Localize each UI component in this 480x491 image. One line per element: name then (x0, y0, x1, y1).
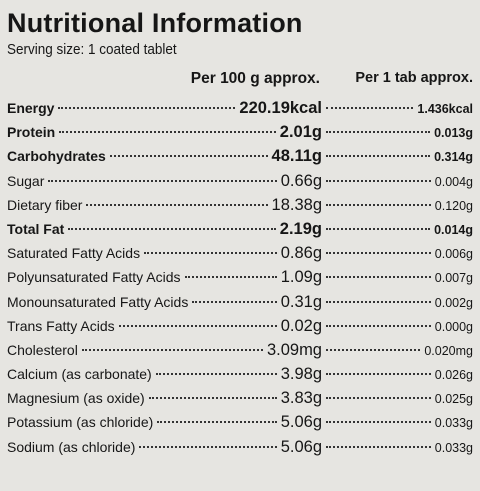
per-tab: 0.026g (434, 368, 473, 383)
per-100g: 18.38g (271, 195, 322, 214)
per-tab: 0.033g (434, 440, 473, 455)
row: Magnesium (as oxide) 3.83g 0.025g (7, 389, 473, 413)
per-100g: 220.19kcal (239, 99, 322, 117)
nutrient: Energy (7, 100, 55, 116)
row: Protein 2.01g 0.013g (7, 123, 473, 147)
nutrient: Polyunsaturated Fatty Acids (7, 269, 181, 286)
row: Potassium (as chloride) 5.06g 0.033g (7, 413, 473, 437)
per-tab: 0.033g (434, 416, 473, 431)
title: Nutritional Information (7, 8, 303, 38)
nutrient: Magnesium (as oxide) (7, 390, 145, 407)
per-100g: 0.86g (280, 244, 322, 263)
per-tab: 0.020mg (424, 343, 473, 358)
per-100g: 3.09mg (266, 340, 322, 359)
nutrient: Trans Fatty Acids (7, 317, 115, 334)
nutrient-rows: Energy 220.19kcal 1.436kcal Protein 2.01g 0.… (7, 99, 473, 462)
per-100g: 3.98g (280, 365, 322, 384)
row: Energy 220.19kcal 1.436kcal (7, 99, 473, 123)
nutrient: Potassium (as chloride) (7, 414, 154, 431)
per-100g: 1.09g (280, 268, 322, 287)
nutrient: Dietary fiber (7, 196, 83, 213)
per-100g: 0.02g (280, 316, 322, 335)
serving-size: Serving size: 1 coated tablet (7, 41, 177, 58)
row: Saturated Fatty Acids 0.86g 0.006g (7, 244, 473, 268)
row: Monounsaturated Fatty Acids 0.31g 0.002g (7, 293, 473, 317)
per-100g: 2.01g (279, 123, 322, 142)
row: Carbohydrates 48.11g 0.314g (7, 147, 473, 171)
row: Sodium (as chloride) 5.06g 0.033g (7, 438, 473, 462)
row: Trans Fatty Acids 0.02g 0.000g (7, 317, 473, 341)
nutrient: Sodium (as chloride) (7, 438, 136, 455)
per-tab: 0.025g (434, 392, 473, 407)
per-tab: 0.314g (434, 150, 473, 165)
nutrient: Carbohydrates (7, 148, 106, 165)
per-100g: 5.06g (280, 413, 322, 432)
nutrient: Sugar (7, 172, 45, 189)
row: Dietary fiber 18.38g 0.120g (7, 196, 473, 220)
per-tab: 0.007g (434, 271, 473, 286)
column-header: Per 1 tab approx. (355, 70, 473, 86)
per-tab: 0.004g (434, 174, 473, 189)
nutrient: Cholesterol (7, 341, 78, 358)
row: Sugar 0.66g 0.004g (7, 172, 473, 196)
per-tab: 0.000g (434, 319, 473, 334)
row: Cholesterol 3.09mg 0.020mg (7, 341, 473, 365)
per-100g: 5.06g (280, 437, 322, 456)
per-100g: 2.19g (279, 219, 322, 238)
per-100g: 48.11g (271, 147, 322, 166)
per-tab: 0.013g (434, 126, 473, 141)
per-100g: 3.83g (280, 389, 322, 408)
row: Calcium (as carbonate) 3.98g 0.026g (7, 365, 473, 389)
per-100g: 0.31g (280, 292, 322, 311)
nutrient: Saturated Fatty Acids (7, 245, 141, 262)
per-tab: 0.120g (434, 198, 473, 213)
row: Total Fat 2.19g 0.014g (7, 220, 473, 244)
row: Polyunsaturated Fatty Acids 1.09g 0.007g (7, 268, 473, 292)
per-tab: 0.006g (434, 247, 473, 262)
per-tab: 1.436kcal (417, 102, 473, 116)
per-tab: 0.014g (434, 222, 473, 237)
per-tab: 0.002g (434, 295, 473, 310)
nutrient: Monounsaturated Fatty Acids (7, 293, 189, 310)
nutrient: Protein (7, 124, 56, 141)
nutrient: Calcium (as carbonate) (7, 366, 152, 383)
column-header: Per 100 g approx. (190, 70, 320, 87)
per-100g: 0.66g (280, 171, 322, 190)
nutrient: Total Fat (7, 220, 65, 237)
